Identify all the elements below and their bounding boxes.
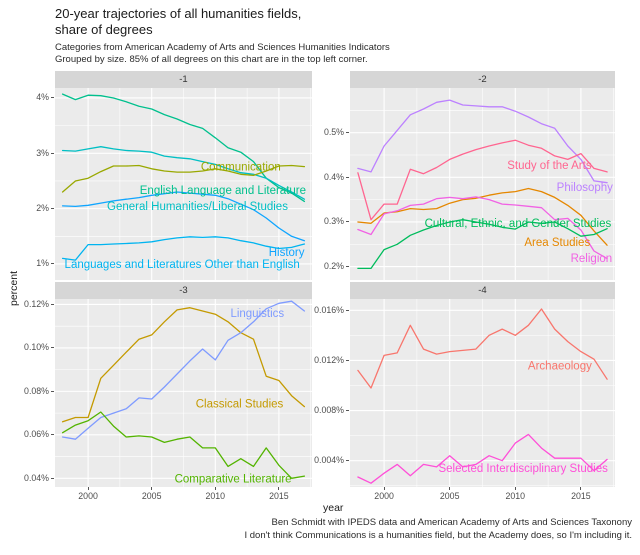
- y-tick-label: 3%: [36, 147, 49, 158]
- y-axis-title: percent: [8, 270, 20, 306]
- y-tick-mark: [51, 390, 54, 392]
- chart-line-religion: [357, 196, 608, 260]
- y-tick-label: 0.016%: [314, 304, 344, 315]
- chart-title-line-2: share of degrees: [55, 22, 153, 37]
- chart-line-linguistics: [61, 300, 306, 440]
- y-tick-mark: [346, 266, 349, 268]
- y-tick-mark: [51, 434, 54, 436]
- chart-line-communication: [61, 164, 306, 193]
- x-tick-label: 2000: [374, 491, 394, 501]
- y-tick-label: 0.2%: [323, 261, 344, 272]
- series-label-archaeology: Archaeology: [528, 360, 592, 372]
- y-tick-mark: [346, 132, 349, 134]
- y-tick-mark: [51, 152, 54, 154]
- chart-line-area-studies: [357, 187, 608, 246]
- y-tick-label: 0.012%: [314, 354, 344, 365]
- y-tick-mark: [346, 309, 349, 311]
- series-label-religion: Religion: [571, 253, 613, 265]
- chart-line-selected-interdisciplinary-studies: [357, 433, 608, 484]
- chart-line-cultural-ethnic-and-gender-studies: [357, 219, 608, 270]
- y-tick-label: 4%: [36, 92, 49, 103]
- y-tick-label: 0.008%: [314, 405, 344, 416]
- chart-line-classical-studies: [61, 307, 306, 423]
- chart-line-philosophy: [357, 99, 608, 184]
- y-tick-label: 0.08%: [24, 385, 49, 396]
- x-tick-label: 2005: [141, 491, 162, 501]
- x-tick-label: 2000: [78, 491, 98, 501]
- chart-title-line-1: 20-year trajectories of all humanities f…: [55, 6, 302, 21]
- caption-line-1: Ben Schmidt with IPEDS data and American…: [271, 517, 633, 528]
- series-label-philosophy: Philosophy: [557, 182, 614, 194]
- facet-panel--3: Classical Studies Linguistics Comparative …: [55, 299, 312, 487]
- x-tick-label: 2015: [571, 491, 591, 501]
- x-tick-mark: [514, 487, 516, 490]
- chart-line-languages-and-literatures-other-than-english: [61, 236, 306, 261]
- series-label-communication: Communication: [201, 162, 281, 174]
- series-label-cultural-ethnic-and-gender-studies: Cultural, Ethnic, and Gender Studies: [425, 218, 612, 230]
- x-tick-mark: [449, 487, 451, 490]
- y-tick-label: 0.06%: [24, 429, 49, 440]
- series-label-english-language-and-literature: English Language and Literature: [140, 185, 306, 197]
- chart-subtitle-line-1: Categories from American Academy of Arts…: [55, 42, 390, 53]
- facet-strip--2: -2: [350, 71, 615, 88]
- x-tick-mark: [383, 487, 385, 490]
- chart-line-study-of-the-arts: [357, 139, 608, 221]
- series-label-area-studies: Area Studies: [524, 237, 590, 249]
- x-tick-label: 2015: [269, 491, 289, 501]
- x-tick-mark: [580, 487, 582, 490]
- y-tick-label: 0.04%: [24, 472, 49, 483]
- facet-panel--2: Philosophy Study of the Arts Area Studies R…: [350, 88, 615, 280]
- caption-line-2: I don't think Communications is a humani…: [244, 530, 632, 541]
- x-tick-mark: [151, 487, 153, 490]
- series-label-comparative-literature: Comparative Literature: [175, 474, 292, 486]
- series-label-history: History: [269, 247, 305, 259]
- series-label-selected-interdisciplinary-studies: Selected Interdisciplinary Studies: [438, 463, 608, 475]
- y-tick-mark: [346, 460, 349, 462]
- series-label-classical-studies: Classical Studies: [196, 398, 284, 410]
- series-label-general-humanities-liberal-studies: General Humanities/Liberal Studies: [107, 201, 288, 213]
- y-tick-mark: [346, 176, 349, 178]
- chart-line-archaeology: [357, 308, 608, 389]
- facet-strip--1: -1: [55, 71, 312, 88]
- facet-panel--1: English Language and Literature General H…: [55, 88, 312, 280]
- facet-strip--4: -4: [350, 282, 615, 299]
- y-tick-label: 1%: [36, 258, 49, 269]
- y-tick-label: 0.5%: [323, 127, 344, 138]
- chart-line-english-language-and-literature: [61, 93, 306, 203]
- y-tick-mark: [346, 221, 349, 223]
- y-tick-label: 0.10%: [24, 342, 49, 353]
- y-tick-mark: [51, 263, 54, 265]
- y-tick-mark: [346, 410, 349, 412]
- x-tick-mark: [87, 487, 89, 490]
- y-tick-label: 0.3%: [323, 216, 344, 227]
- y-tick-label: 2%: [36, 203, 49, 214]
- y-tick-mark: [51, 208, 54, 210]
- series-label-study-of-the-arts: Study of the Arts: [507, 160, 592, 172]
- y-tick-label: 0.004%: [314, 455, 344, 466]
- x-axis-title: year: [323, 502, 344, 514]
- facet-strip--3: -3: [55, 282, 312, 299]
- x-tick-mark: [214, 487, 216, 490]
- chart-subtitle-line-2: Grouped by size. 85% of all degrees on t…: [55, 54, 368, 65]
- y-tick-mark: [51, 347, 54, 349]
- series-label-linguistics: Linguistics: [230, 308, 284, 320]
- x-tick-mark: [278, 487, 280, 490]
- chart-line-general-humanities-liberal-studies: [61, 146, 306, 200]
- chart-line-history: [61, 191, 306, 242]
- y-tick-mark: [51, 477, 54, 479]
- x-tick-label: 2005: [439, 491, 460, 501]
- y-tick-mark: [51, 303, 54, 305]
- x-tick-label: 2010: [205, 491, 226, 501]
- y-tick-label: 0.4%: [323, 171, 344, 182]
- x-tick-label: 2010: [505, 491, 526, 501]
- y-tick-mark: [346, 359, 349, 361]
- y-tick-label: 0.12%: [24, 298, 49, 309]
- chart-line-comparative-literature: [61, 411, 306, 479]
- y-tick-mark: [51, 97, 54, 99]
- facet-panel--4: Archaeology Selected Interdisciplinary St…: [350, 299, 615, 487]
- series-label-languages-and-literatures-other-than-english: Languages and Literatures Other than Eng…: [65, 259, 300, 271]
